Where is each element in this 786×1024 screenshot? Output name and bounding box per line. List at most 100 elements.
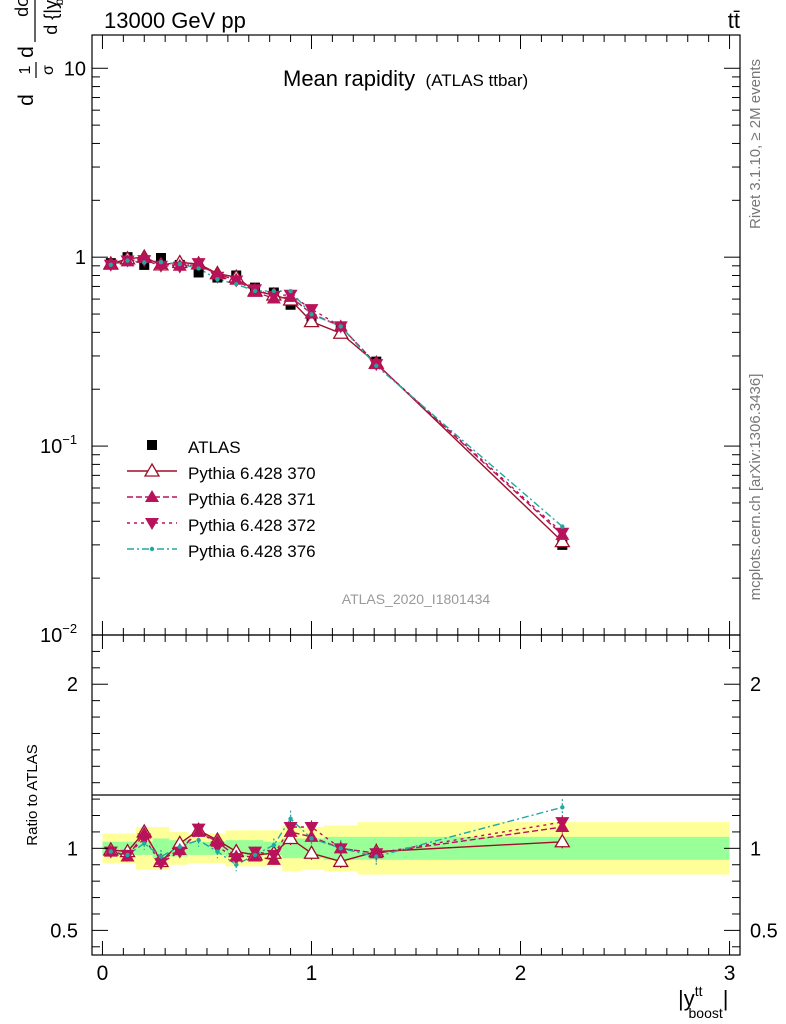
series-line-main-p376 bbox=[110, 259, 563, 528]
ratio-point-p370 bbox=[303, 844, 320, 859]
exponent: −1 bbox=[62, 432, 77, 447]
ratio-point-p370 bbox=[332, 853, 349, 868]
ratio-point-p372 bbox=[172, 846, 187, 859]
ratio-y-tick-label-left: 2 bbox=[67, 674, 78, 696]
main-y-tick-label: 10 bbox=[64, 58, 86, 80]
ratio-point-p370 bbox=[554, 833, 571, 848]
ratio-point-p372 bbox=[266, 849, 281, 862]
ratio-point-p372 bbox=[304, 822, 319, 834]
ratio-point-p376 bbox=[125, 852, 130, 858]
main-point-p372 bbox=[555, 527, 570, 540]
main-point-p372 bbox=[266, 290, 281, 303]
x-tick-label: 2 bbox=[515, 962, 527, 985]
main-point-p376 bbox=[338, 324, 343, 329]
main-point-p376 bbox=[374, 363, 379, 369]
analysis-watermark: ATLAS_2020_I1801434 bbox=[342, 591, 491, 607]
ratio-point-p372 bbox=[369, 848, 384, 861]
legend-marker-p376 bbox=[149, 546, 155, 552]
ratio-point-p376 bbox=[215, 849, 220, 854]
legend-marker-p372 bbox=[145, 518, 159, 530]
main-point-p376 bbox=[288, 288, 293, 294]
main-point-p376 bbox=[142, 260, 147, 265]
series-line-ratio-p371 bbox=[110, 826, 563, 861]
ratio-point-p376 bbox=[374, 854, 379, 859]
main-point-p370 bbox=[554, 533, 571, 548]
rivet-version-label: Rivet 3.1.10, ≥ 2M events bbox=[747, 59, 764, 229]
ratio-point-p376 bbox=[177, 844, 182, 849]
band-inner-5 bbox=[188, 841, 207, 855]
ratio-point-p372 bbox=[229, 853, 244, 866]
main-point-p376 bbox=[108, 262, 114, 267]
series-lines bbox=[110, 256, 563, 872]
chart-title-main: Mean rapidity bbox=[283, 66, 415, 91]
legend-label-atlas: ATLAS bbox=[188, 438, 241, 457]
ratio-y-axis-label: Ratio to ATLAS bbox=[24, 744, 41, 845]
series-line-main-p372 bbox=[110, 259, 563, 534]
ratio-point-p376 bbox=[196, 837, 201, 843]
main-point-p376 bbox=[271, 288, 277, 294]
legend-label-p371: Pythia 6.428 371 bbox=[188, 490, 316, 509]
main-point-p376 bbox=[234, 281, 239, 287]
main-point-p372 bbox=[229, 275, 244, 288]
tick-labels: 0 1 2 3 10−2 10−1 1 10 0.5 0.5 1 1 2 2 bbox=[40, 58, 778, 985]
y-label-d-outer: d bbox=[15, 94, 38, 106]
ratio-point-p376 bbox=[271, 842, 277, 848]
main-point-p372 bbox=[191, 258, 206, 271]
main-point-p376 bbox=[215, 277, 220, 282]
main-point-p376 bbox=[252, 288, 258, 294]
main-y-tick-label: 1 bbox=[75, 247, 86, 269]
ratio-point-p376 bbox=[560, 805, 565, 810]
ratio-y-tick-label-left: 0.5 bbox=[50, 920, 78, 942]
x-axis-label: |ytt boost| bbox=[678, 983, 728, 1021]
series-line-main-p370 bbox=[110, 256, 563, 543]
axes-ticks bbox=[92, 35, 740, 955]
legend-label-p372: Pythia 6.428 372 bbox=[188, 516, 316, 535]
y-label-numerator: dσfid bbox=[10, 0, 32, 17]
chart-title: Mean rapidity (ATLAS ttbar) bbox=[283, 66, 528, 91]
ratio-point-p372 bbox=[555, 817, 570, 830]
ratio-point-p372 bbox=[248, 846, 263, 859]
ratio-point-p376 bbox=[309, 836, 314, 841]
main-point-p372 bbox=[172, 261, 187, 274]
main-y-tick-label: 10−1 bbox=[40, 432, 77, 458]
process-label: tt̄ bbox=[728, 8, 740, 33]
main-point-p376 bbox=[309, 312, 314, 317]
main-point-p376 bbox=[177, 261, 182, 267]
x-tick-label: 3 bbox=[724, 962, 736, 985]
ratio-point-p372 bbox=[191, 823, 206, 836]
y-label-d-inner: d bbox=[15, 46, 38, 58]
legend-label-p370: Pythia 6.428 370 bbox=[188, 464, 316, 483]
atlas-point bbox=[193, 267, 204, 278]
ratio-point-p376 bbox=[338, 846, 343, 851]
series-line-main-p371 bbox=[110, 257, 563, 536]
ratio-y-tick-label-right: 1 bbox=[750, 838, 761, 860]
ratio-point-p371 bbox=[304, 829, 319, 842]
main-point-p372 bbox=[153, 260, 168, 273]
exponent: −2 bbox=[62, 621, 77, 636]
ratio-y-tick-label-right: 0.5 bbox=[750, 920, 778, 942]
main-point-p376 bbox=[125, 258, 130, 263]
ratio-y-tick-label-right: 2 bbox=[750, 674, 761, 696]
main-point-p376 bbox=[158, 260, 164, 265]
ratio-point-p376 bbox=[234, 862, 239, 867]
ratio-point-p376 bbox=[108, 849, 114, 854]
ratio-point-p376 bbox=[252, 852, 258, 858]
ratio-y-tick-label-left: 1 bbox=[67, 838, 78, 860]
ratio-point-p372 bbox=[283, 822, 298, 834]
ratio-point-p370 bbox=[282, 830, 299, 845]
ratio-point-p376 bbox=[158, 854, 164, 859]
source-url-label: mcplots.cern.ch [arXiv:1306.3436] bbox=[747, 374, 764, 601]
legend-marker-atlas bbox=[147, 440, 157, 450]
main-point-p370 bbox=[303, 313, 320, 328]
legend-label-p376: Pythia 6.428 376 bbox=[188, 542, 316, 561]
ratio-point-p376 bbox=[142, 841, 147, 846]
chart-title-sub: (ATLAS ttbar) bbox=[426, 71, 529, 90]
legend: ATLAS Pythia 6.428 370 Pythia 6.428 371 Pyt… bbox=[127, 438, 316, 561]
energy-label: 13000 GeV pp bbox=[104, 8, 246, 33]
x-tick-label: 1 bbox=[306, 962, 318, 985]
ratio-point-p372 bbox=[153, 858, 168, 871]
legend-marker-p371 bbox=[145, 490, 159, 502]
